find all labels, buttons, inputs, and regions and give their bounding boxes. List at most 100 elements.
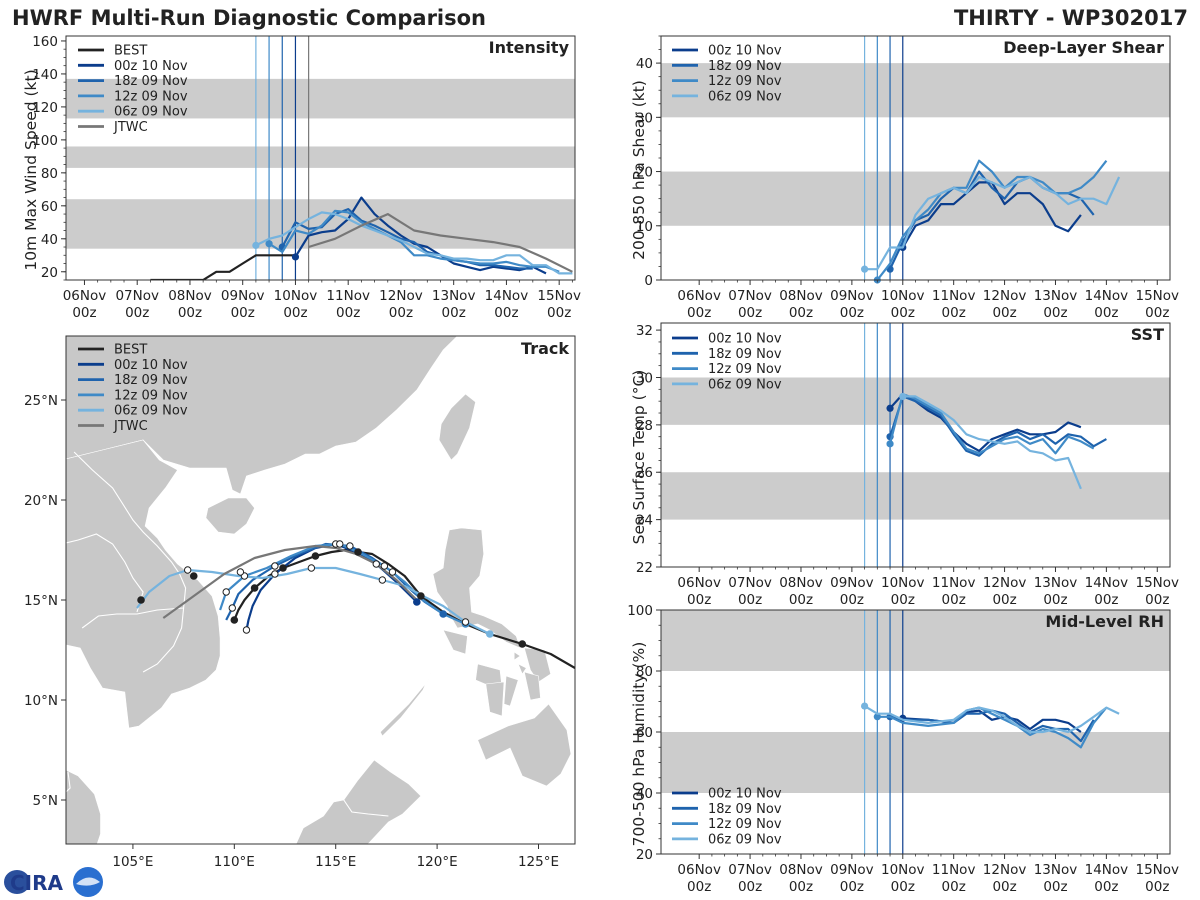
xtick-sublabel-sst-9: 00z [1145,592,1169,608]
xtick-label-intensity-4: 10Nov [274,288,318,304]
xtick-sublabel-rh-2: 00z [789,879,813,895]
xtick-label-sst-1: 07Nov [728,575,772,591]
ytick-label-intensity-1: 40 [41,232,58,248]
xtick-sublabel-shear-3: 00z [840,305,864,321]
xtick-label-rh-4: 10Nov [881,862,925,878]
xtick-sublabel-rh-8: 00z [1094,879,1118,895]
panel-title-shear: Deep-Layer Shear [1003,38,1164,57]
xtick-label-shear-3: 09Nov [830,288,874,304]
series-rh-3 [864,705,1120,734]
shear-panel: 01020304006Nov00z07Nov00z08Nov00z09Nov00… [630,35,1180,321]
border-borneo [343,799,389,817]
land-borneo [295,759,422,844]
xtick-sublabel-intensity-1: 00z [125,305,149,321]
series-start-marker-sst-3 [899,392,907,401]
logo-swirl-icon [76,877,100,886]
legend-label-shear-0: 00z 10 Nov [708,44,782,59]
legend-label-rh-3: 06z 09 Nov [708,832,782,847]
land-cebu [503,675,519,707]
border-my-th [66,771,71,793]
track-xtick-label-3: 120°E [417,854,458,870]
ylabel-intensity: 10m Max Wind Speed (kt) [22,69,40,270]
land-hainan [205,497,255,535]
track-fix-ring-1 [271,570,279,578]
track-fix-dot-0 [417,592,425,600]
track-xtick-label-1: 110°E [214,854,255,870]
xtick-label-intensity-9: 15Nov [537,288,581,304]
ytick-label-rh-3: 80 [636,664,653,680]
xtick-label-shear-0: 06Nov [677,288,721,304]
land-palawan [379,671,432,737]
series-start-marker-intensity-4 [252,241,260,249]
track-fix-ring-3 [336,540,344,548]
legend-label-rh-1: 18z 09 Nov [708,802,782,817]
track-start-marker-4 [486,630,494,638]
xtick-label-sst-4: 10Nov [881,575,925,591]
ytick-label-rh-1: 40 [636,786,653,802]
xtick-label-intensity-7: 13Nov [432,288,476,304]
land-indochina [66,439,221,729]
series-shear-3 [864,175,1121,271]
xtick-label-intensity-1: 07Nov [115,288,159,304]
track-fix-ring-4 [307,564,316,572]
series-start-marker-intensity-1 [291,253,300,261]
ytick-label-intensity-4: 100 [32,133,58,149]
xtick-sublabel-sst-8: 00z [1094,592,1118,608]
legend-label-track-0: BEST [114,343,147,358]
border-th-kh [81,607,184,629]
legend-label-shear-2: 12z 09 Nov [708,74,782,89]
ylabel-sst: Sea Surface Temp (°C) [630,370,648,545]
series-intensity-0 [150,254,296,280]
ylabel-rh: 700-500 hPa Humidity (%) [630,642,648,847]
land-islet-b [513,651,521,661]
track-xtick-label-4: 125°E [518,854,559,870]
xtick-sublabel-rh-4: 00z [891,879,915,895]
xtick-label-shear-1: 07Nov [728,288,772,304]
band-intensity-1 [66,146,575,168]
xtick-label-rh-2: 08Nov [779,862,823,878]
ylabel-shear: 200-850 hPa Shear (kt) [630,80,648,260]
axes-frame-track [65,335,576,845]
track-fix-ring-2 [346,542,354,550]
track-extra-ring-1 [236,568,245,576]
ytick-label-sst-3: 28 [636,418,653,434]
xtick-label-shear-4: 10Nov [881,288,925,304]
track-fix-ring-4 [378,576,387,584]
track-ytick-label-2: 15°N [24,593,58,609]
land-taiwan [438,393,476,461]
land-mindoro [442,629,468,655]
series-sst-3 [902,395,1082,490]
series-intensity-1 [294,196,547,275]
xtick-sublabel-rh-5: 00z [942,879,966,895]
ytick-label-intensity-3: 80 [41,166,58,182]
track-ytick-label-1: 10°N [24,693,58,709]
series-shear-2 [876,159,1108,280]
band-shear-1 [661,63,1170,118]
xtick-sublabel-sst-6: 00z [992,592,1016,608]
xtick-sublabel-sst-7: 00z [1043,592,1067,608]
xtick-sublabel-intensity-8: 00z [494,305,518,321]
land-mindanao [477,703,572,787]
xtick-label-sst-8: 14Nov [1085,575,1129,591]
xtick-sublabel-intensity-2: 00z [178,305,202,321]
track-fix-ring-3 [380,562,389,570]
legend-label-sst-3: 06z 09 Nov [708,377,782,392]
track-fix-ring-4 [183,566,192,574]
series-intensity-5 [308,213,573,273]
cira-logo: CIRA [4,867,103,897]
land-leyte [523,671,541,701]
axes-frame-intensity [65,35,576,281]
track-line-1 [245,542,418,631]
track-fix-dot-0 [230,616,239,624]
xtick-label-shear-5: 11Nov [932,288,976,304]
track-xtick-label-0: 105°E [112,854,153,870]
legend-label-track-1: 00z 10 Nov [114,358,188,373]
land-islet-a [517,663,527,675]
xtick-label-rh-3: 09Nov [830,862,874,878]
track-fix-dot-0 [311,552,320,560]
intensity-panel: 2040608010012014016006Nov00z07Nov00z08No… [22,34,581,321]
track-extra-dot-0 [137,596,145,604]
land-china [66,336,458,495]
track-line-3 [219,542,466,626]
xtick-label-shear-9: 15Nov [1136,288,1180,304]
